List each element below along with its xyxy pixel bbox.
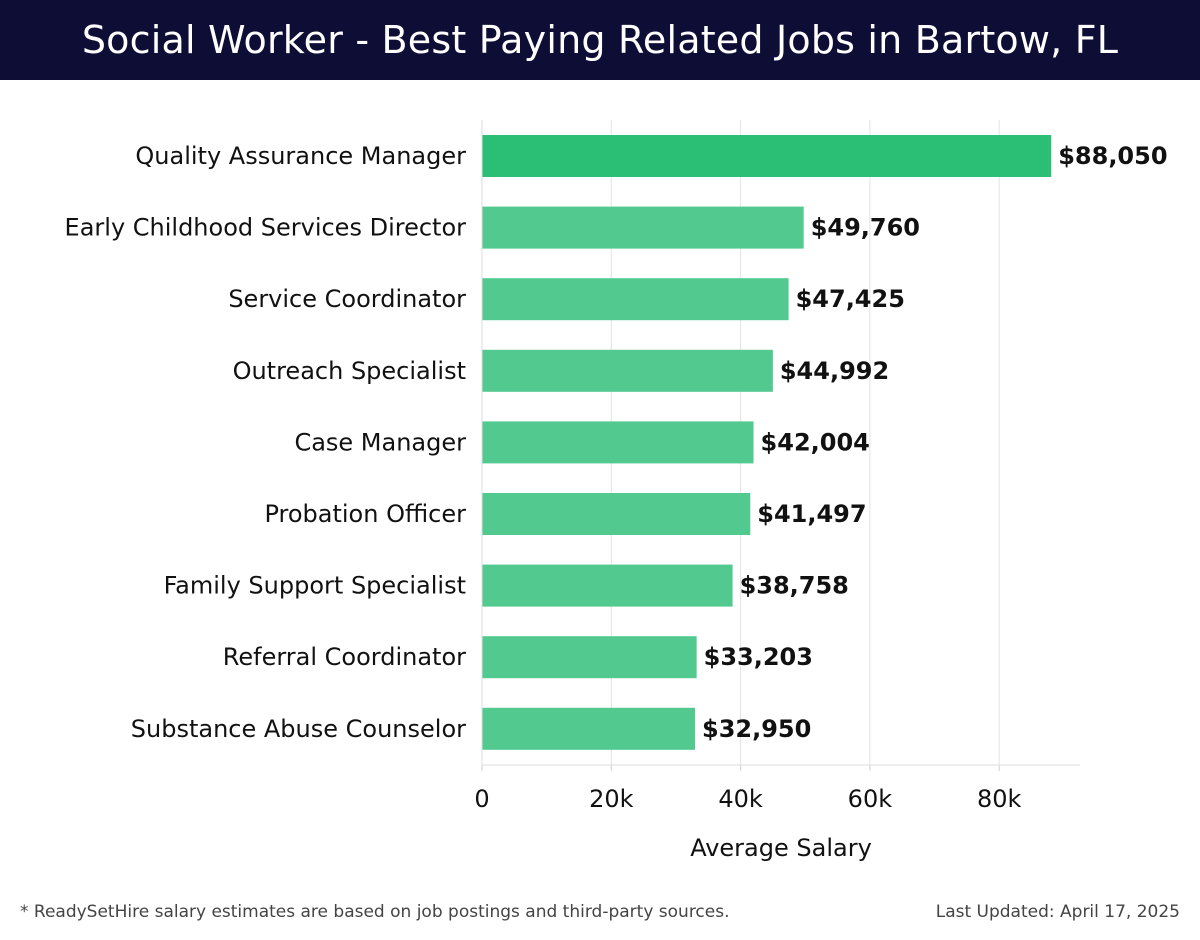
bar xyxy=(482,421,754,464)
last-updated: Last Updated: April 17, 2025 xyxy=(935,902,1180,922)
bar xyxy=(482,636,697,679)
bar xyxy=(482,278,789,321)
category-label: Service Coordinator xyxy=(228,285,466,313)
x-tick-label: 40k xyxy=(718,785,763,813)
footer-note: * ReadySetHire salary estimates are base… xyxy=(20,902,730,922)
value-label: $47,425 xyxy=(796,285,905,313)
category-label: Family Support Specialist xyxy=(164,572,466,600)
x-tick-label: 0 xyxy=(474,785,489,813)
bar xyxy=(482,564,733,607)
value-label: $32,950 xyxy=(702,715,811,743)
category-label: Quality Assurance Manager xyxy=(135,142,466,170)
salary-bar-chart: Quality Assurance Manager $88,050 Early Ch… xyxy=(65,120,1168,862)
value-label: $38,758 xyxy=(740,572,849,600)
value-label: $42,004 xyxy=(761,428,870,456)
category-label: Outreach Specialist xyxy=(233,357,466,385)
chart-title: Social Worker - Best Paying Related Jobs… xyxy=(81,18,1119,62)
value-label: $44,992 xyxy=(780,357,889,385)
category-label: Referral Coordinator xyxy=(223,643,466,671)
footer: * ReadySetHire salary estimates are base… xyxy=(0,900,1200,926)
bar xyxy=(482,707,696,750)
category-label: Early Childhood Services Director xyxy=(65,214,467,242)
value-label: $41,497 xyxy=(757,500,866,528)
value-label: $88,050 xyxy=(1058,142,1167,170)
x-tick-label: 60k xyxy=(848,785,893,813)
x-axis-title: Average Salary xyxy=(690,834,872,862)
chart-header: Social Worker - Best Paying Related Jobs… xyxy=(0,0,1200,80)
x-tick-label: 20k xyxy=(589,785,634,813)
value-label: $49,760 xyxy=(811,214,920,242)
bar xyxy=(482,206,804,249)
bars: Quality Assurance Manager $88,050 Early Ch… xyxy=(65,135,1168,750)
category-label: Substance Abuse Counselor xyxy=(131,715,466,743)
bar xyxy=(482,493,751,535)
bar xyxy=(482,349,773,392)
x-tick-label: 80k xyxy=(977,785,1022,813)
value-label: $33,203 xyxy=(704,643,813,671)
bar xyxy=(482,135,1052,177)
category-label: Case Manager xyxy=(294,428,466,456)
category-label: Probation Officer xyxy=(264,500,466,528)
x-axis: 0 20k 40k 60k 80k xyxy=(474,120,1080,813)
